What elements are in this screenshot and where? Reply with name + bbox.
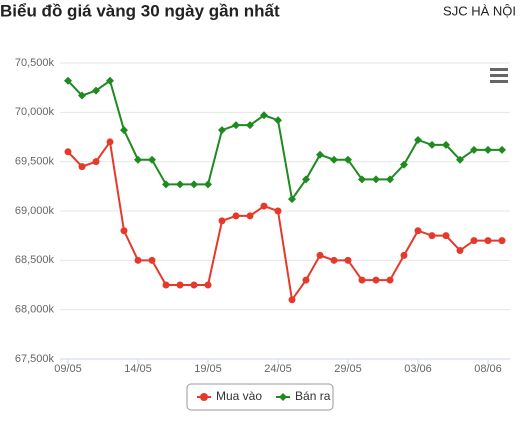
x-tick-label: 08/06	[474, 363, 502, 375]
point	[484, 237, 492, 245]
point	[400, 251, 408, 259]
point	[120, 227, 128, 235]
point	[162, 180, 170, 189]
point	[358, 175, 366, 184]
x-tick-label: 14/05	[124, 363, 152, 375]
point	[288, 296, 296, 304]
point	[470, 145, 478, 154]
point	[344, 256, 352, 264]
legend-label: Bán ra	[295, 389, 331, 403]
point	[148, 256, 156, 264]
point	[330, 256, 338, 264]
point	[106, 138, 114, 146]
point	[400, 160, 408, 169]
y-tick-label: 68,500k	[15, 254, 55, 266]
point	[456, 155, 464, 164]
point	[134, 256, 142, 264]
point	[246, 212, 254, 220]
y-tick-label: 70,500k	[15, 57, 55, 69]
point	[218, 217, 226, 225]
point	[148, 155, 156, 164]
point	[176, 180, 184, 189]
point	[106, 76, 114, 85]
series-line	[67, 139, 502, 303]
point	[344, 155, 352, 164]
menu-bar	[490, 68, 508, 71]
point	[302, 175, 310, 184]
point	[64, 76, 72, 85]
point	[162, 281, 170, 289]
point	[316, 251, 324, 259]
legend: Mua vào Bán ra	[186, 383, 334, 411]
y-tick-label: 70,000k	[15, 106, 55, 118]
x-tick-label: 19/05	[194, 363, 222, 375]
point	[78, 163, 86, 171]
point	[442, 232, 450, 240]
point	[78, 91, 86, 100]
series-line	[67, 79, 502, 202]
legend-item[interactable]: Bán ra	[276, 389, 331, 403]
point	[414, 227, 422, 235]
legend-item[interactable]: Mua vào	[197, 389, 262, 403]
point	[470, 237, 478, 245]
point	[204, 281, 212, 289]
point	[372, 276, 380, 284]
point	[176, 281, 184, 289]
point	[456, 246, 464, 254]
point	[232, 121, 240, 130]
point	[358, 276, 366, 284]
point	[64, 148, 72, 156]
point	[190, 281, 198, 289]
legend-marker	[279, 393, 288, 401]
point	[288, 195, 296, 204]
point	[372, 175, 380, 184]
chart-subtitle: SJC HÀ NỘI	[443, 3, 516, 18]
point	[330, 155, 338, 164]
point	[498, 237, 506, 245]
point	[498, 145, 506, 154]
y-tick-label: 67,500k	[15, 353, 55, 365]
point	[274, 116, 282, 125]
menu-icon[interactable]	[490, 68, 508, 83]
point	[204, 180, 212, 189]
legend-marker	[200, 393, 208, 401]
y-tick-label: 69,500k	[15, 156, 55, 168]
x-tick-label: 29/05	[334, 363, 362, 375]
menu-bar	[490, 80, 508, 83]
y-tick-label: 69,000k	[15, 205, 55, 217]
point	[134, 155, 142, 164]
x-tick-label: 24/05	[264, 363, 292, 375]
legend-label: Mua vào	[216, 389, 262, 403]
chart-title: Biểu đồ giá vàng 30 ngày gần nhất	[0, 1, 280, 20]
point	[218, 126, 226, 135]
point	[120, 126, 128, 135]
point	[484, 145, 492, 154]
x-tick-label: 09/05	[54, 363, 82, 375]
point	[260, 202, 268, 210]
point	[92, 86, 100, 95]
point	[190, 180, 198, 189]
point	[414, 135, 422, 144]
point	[260, 111, 268, 120]
point	[274, 207, 282, 215]
y-tick-label: 68,000k	[15, 304, 55, 316]
point	[92, 158, 100, 166]
point	[428, 232, 436, 240]
point	[232, 212, 240, 220]
x-tick-label: 03/06	[404, 363, 432, 375]
point	[442, 140, 450, 149]
point	[246, 121, 254, 130]
menu-bar	[490, 74, 508, 77]
point	[428, 140, 436, 149]
legend-box	[186, 383, 334, 411]
point	[386, 175, 394, 184]
point	[386, 276, 394, 284]
point	[302, 276, 310, 284]
point	[316, 150, 324, 159]
